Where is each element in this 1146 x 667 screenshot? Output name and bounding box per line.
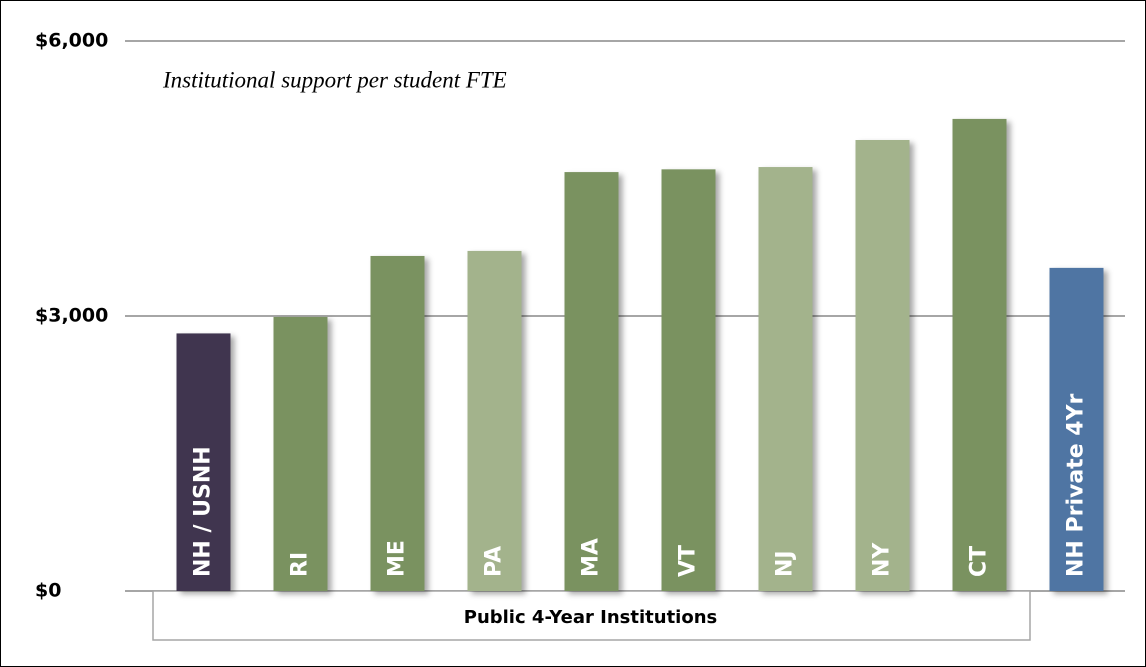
bar-label: NH / USNH — [191, 446, 216, 577]
bar — [758, 167, 813, 591]
bar — [661, 169, 716, 592]
y-tick-label: $3,000 — [35, 305, 108, 327]
bar-label: ME — [385, 540, 410, 577]
bar-label: CT — [967, 546, 992, 577]
bar-label: NJ — [773, 550, 798, 577]
group-label: Public 4-Year Institutions — [464, 607, 718, 628]
y-tick-label: $0 — [35, 580, 61, 602]
bar-label: PA — [482, 546, 507, 577]
bar-label: RI — [288, 552, 313, 577]
bar-label: MA — [579, 538, 604, 577]
bar-label: NY — [870, 542, 895, 577]
bar — [1049, 267, 1104, 591]
y-tick-label: $6,000 — [35, 30, 108, 52]
bar — [855, 140, 910, 591]
bar — [273, 316, 328, 591]
bar-label: VT — [676, 545, 701, 577]
bar — [370, 255, 425, 592]
bar — [176, 333, 231, 591]
bar — [952, 118, 1007, 592]
annotation: Institutional support per student FTE — [162, 67, 507, 92]
bar-label: NH Private 4Yr — [1064, 393, 1089, 577]
bar — [564, 172, 619, 592]
bar — [467, 250, 522, 591]
